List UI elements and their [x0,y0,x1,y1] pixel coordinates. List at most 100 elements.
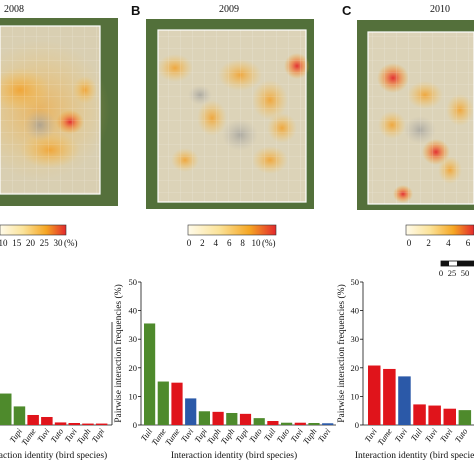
colorbar-tick-label: 0 [187,238,192,248]
bar [458,410,472,425]
map-2009 [146,19,314,209]
x-tick-label: Tupi [89,426,106,445]
map-2010 [357,20,474,210]
x-axis-label: Interaction identity (bird species) [171,450,297,461]
bar [322,423,334,425]
x-tick-label: Tuph [218,426,236,446]
bar [0,393,12,425]
scale-bar-label: 50 [461,268,470,278]
colorbar-tick-label: 6 [227,238,232,248]
x-tick-label: Tuvi [316,426,333,444]
bar [54,422,67,425]
colorbar-tick-label: 6 [466,238,471,248]
y-tick-label: 10 [351,391,360,401]
y-tick-label: 20 [129,363,138,373]
colorbar-tick-label: 0 [407,238,412,248]
x-tick-label: Tuvi [438,426,455,444]
y-tick-label: 30 [129,334,138,344]
scale-bar-label: 25 [448,268,457,278]
bar [13,406,26,425]
y-tick-label: 40 [129,306,138,316]
bar [253,418,265,425]
colorbar-tick-label: 10 [252,238,262,248]
bar [82,423,94,425]
colorbar-tick-label: 2 [200,238,205,248]
colorbar-tick-label: 8 [240,238,245,248]
y-axis-label: Pairwise interaction frequencies (%) [336,284,347,422]
bar [185,398,197,425]
year-title-2008: 2008 [4,4,24,15]
colorbar-tick-label: 10 [0,238,8,248]
bar [308,422,320,425]
x-axis-label: Interaction identity (bird species) [355,450,474,461]
colorbar-unit-label: (%) [262,238,276,248]
colorbar-unit-label: (%) [64,238,78,248]
colorbar-tick-label: 2 [426,238,431,248]
scale-bar-label: 0 [439,268,443,278]
bar [157,381,169,425]
x-tick-label: Tume [375,426,394,447]
y-tick-label: 10 [129,391,138,401]
colorbar-2010: 0 2 4 6 [405,224,474,248]
bar [212,411,224,425]
y-tick-label: 20 [351,363,360,373]
x-tick-label: Tuto [247,426,264,444]
y-tick-label: 0 [133,420,137,430]
bar [68,422,80,425]
y-axis-label: Pairwise interaction frequencies (%) [113,284,124,422]
colorbar-tick-label: 15 [12,238,22,248]
y-tick-label: 0 [355,420,359,430]
panel-letter-c: C [342,3,352,18]
x-tick-label: Tuvi [423,426,440,444]
x-tick-label: Tuil [408,426,424,443]
year-title-2010: 2010 [430,4,450,15]
bar [267,420,279,425]
x-axis-label: Interaction identity (bird species) [0,450,107,461]
x-tick-label: Tupi [233,426,250,445]
x-tick-label: Tuvi [392,426,409,444]
bar [144,323,156,425]
colorbar-2009: 0 2 4 6 8 10 (%) [187,224,277,248]
bar [95,423,108,425]
colorbar-tick-label: 20 [26,238,36,248]
colorbar-tick-label: 30 [54,238,64,248]
bar [383,368,396,425]
x-tick-label: Tuph [301,426,319,446]
bar [41,416,53,425]
bar [27,414,39,425]
bar [443,408,456,425]
map-2008 [0,18,118,206]
bar [413,404,426,425]
y-tick-label: 30 [351,334,360,344]
bar [281,422,293,425]
colorbar-2008: 10 15 20 25 30 (%) [0,224,78,248]
y-tick-label: 50 [351,277,360,287]
colorbar-tick-label: 4 [214,238,219,248]
bar [226,412,238,425]
bar [294,422,306,425]
bar [239,413,252,425]
bar [428,405,441,425]
bar-chart-2009: 01020304050TuilTumeTumeTuviTupiTuphTuphT… [113,277,336,461]
panel-letter-b: B [131,3,141,18]
bar [198,411,210,425]
x-tick-label: Tuph [205,426,223,446]
bar [398,376,411,425]
x-tick-label: Tuto [48,426,65,444]
colorbar-tick-label: 25 [40,238,50,248]
x-tick-label: Tuph [75,426,93,446]
x-tick-label: Tuvi [35,426,52,444]
x-tick-label: Tuvi [179,426,196,444]
y-tick-label: 50 [129,277,138,287]
bar-chart-2008: TupiTumeTuviTutoTuviTuphTupiInteraction … [0,322,113,461]
year-title-2009: 2009 [219,4,239,15]
x-tick-label: Tuto [274,426,291,444]
y-tick-label: 40 [351,306,360,316]
x-tick-label: Tuto [453,426,470,444]
bar [368,365,381,425]
scale-bar: 0 25 50 [439,260,474,278]
colorbar-tick-label: 4 [446,238,451,248]
bar [171,382,183,425]
